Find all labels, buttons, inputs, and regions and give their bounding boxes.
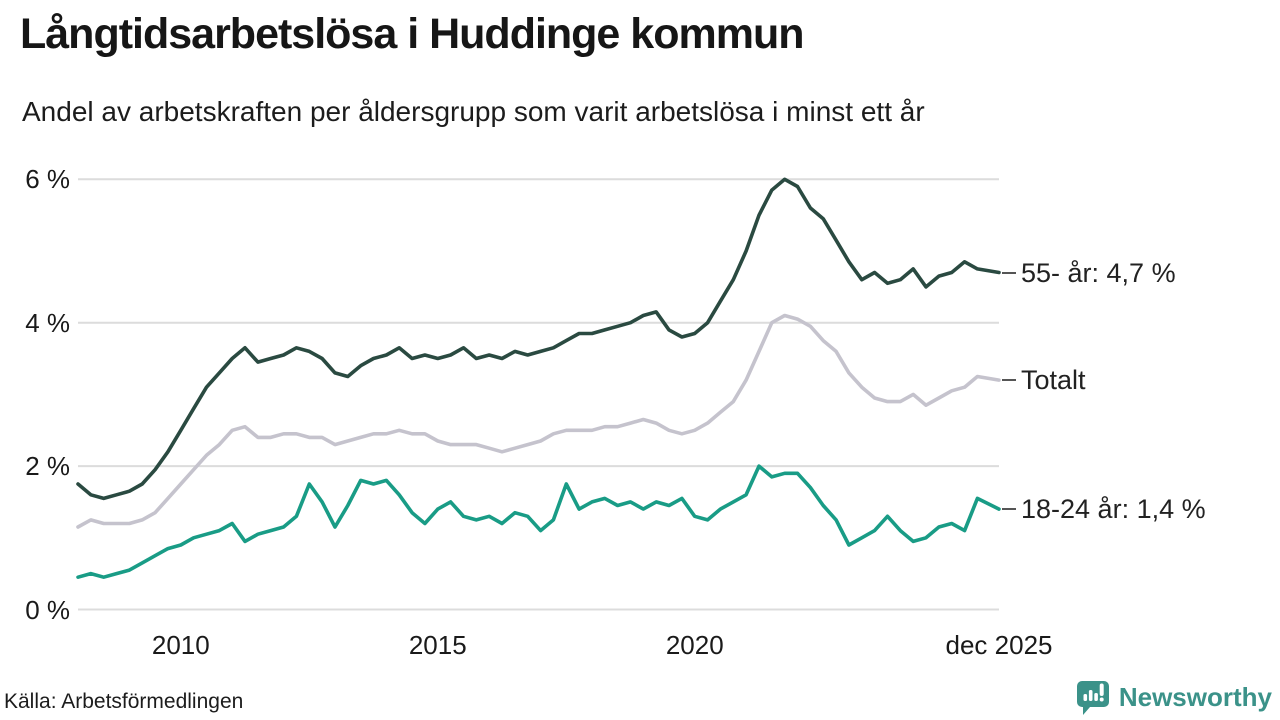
series-label-tick-18-24-r [1002, 508, 1016, 511]
x-tick-2010: 2010 [151, 630, 210, 660]
y-tick-2: 2 % [25, 451, 70, 482]
series-label-text-55-r: 55- år: 4,7 % [1021, 257, 1176, 288]
series-label-55-r: 55- år: 4,7 % [1002, 258, 1176, 288]
source-note: Källa: Arbetsförmedlingen [4, 690, 244, 713]
page-title: Långtidsarbetslösa i Huddinge kommun [20, 10, 804, 58]
y-tick-4: 4 % [25, 307, 70, 338]
series-line-18-24-r [76, 464, 1001, 580]
y-tick-0: 0 % [25, 594, 70, 625]
series-line-totalt [76, 313, 1001, 529]
y-tick-6: 6 % [25, 164, 70, 195]
x-tick-2015: 2015 [408, 630, 467, 660]
series-label-totalt: Totalt [1002, 365, 1086, 395]
series-label-tick-totalt [1002, 379, 1016, 382]
x-tick-2020: 2020 [665, 630, 724, 660]
series-label-tick-55-r [1002, 271, 1016, 274]
page-subtitle: Andel av arbetskraften per åldersgrupp s… [22, 96, 925, 127]
newsworthy-logo[interactable]: Newsworthy [1074, 678, 1272, 716]
newsworthy-logo-icon [1076, 681, 1109, 715]
series-label-text-totalt: Totalt [1021, 365, 1086, 396]
x-tick-dec-2025: dec 2025 [945, 630, 1053, 660]
series-label-text-18-24-r: 18-24 år: 1,4 % [1021, 494, 1206, 525]
newsworthy-logo-text: Newsworthy [1118, 682, 1272, 712]
series-line-55-r [76, 177, 1001, 501]
series-label-18-24-r: 18-24 år: 1,4 % [1002, 494, 1206, 524]
